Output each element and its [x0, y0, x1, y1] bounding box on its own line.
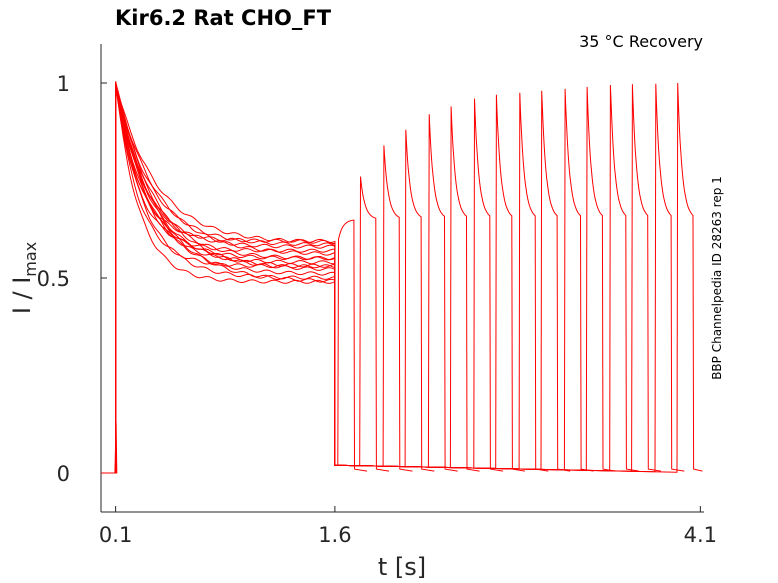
condition-label: 35 °C Recovery: [579, 32, 703, 51]
x-tick-label: 4.1: [684, 523, 717, 547]
trace-line: [101, 83, 639, 474]
ticks: 0.1 1.6 4.1 0 0.5 1: [37, 72, 717, 547]
trace-line: [101, 81, 390, 474]
trace-line: [101, 82, 661, 474]
y-axis-label-main: I / I: [8, 277, 36, 315]
trace-line: [101, 83, 594, 474]
trace-line: [101, 82, 571, 474]
y-axis-label-sub: max: [21, 242, 40, 277]
axes: [100, 44, 704, 513]
x-axis-label: t [s]: [378, 553, 426, 581]
trace-line: [101, 84, 616, 474]
x-tick-label: 1.6: [318, 523, 351, 547]
side-note: BBP Channelpedia ID 28263 rep 1: [710, 176, 724, 380]
trace-line: [101, 81, 525, 474]
y-axis-label: I / Imax: [8, 242, 40, 314]
chart-title: Kir6.2 Rat CHO_FT: [115, 6, 332, 30]
y-tick-label: 0.5: [37, 267, 70, 291]
trace-line: [101, 82, 368, 474]
trace-line: [101, 84, 480, 474]
x-tick-label: 0.1: [99, 523, 132, 547]
trace-line: [101, 82, 435, 474]
traces: [101, 81, 703, 474]
trace-line: [101, 81, 685, 474]
trace-line: [101, 81, 549, 474]
trace-line: [101, 83, 504, 474]
y-tick-label: 1: [57, 72, 70, 96]
trace-line: [101, 81, 703, 474]
y-tick-label: 0: [57, 462, 70, 486]
